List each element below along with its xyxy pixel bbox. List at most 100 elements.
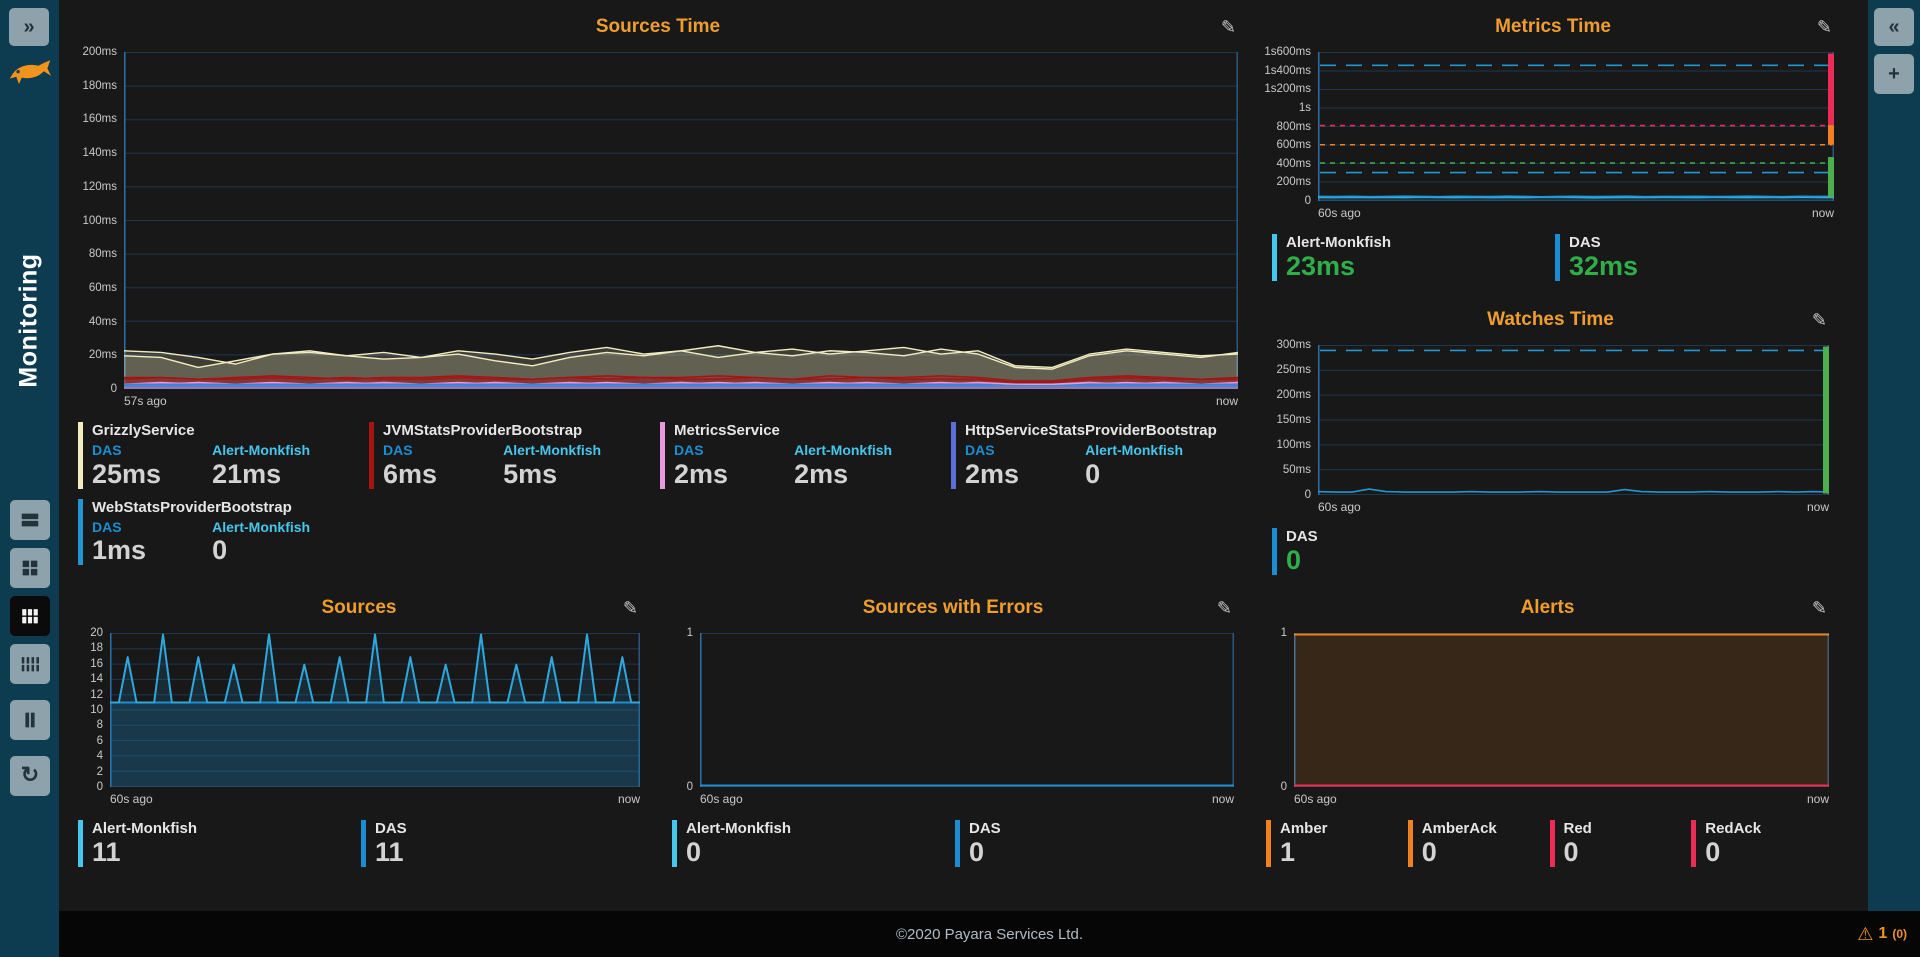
y-tick-label: 800ms [1276, 120, 1311, 133]
legend-item: Amber 1 [1266, 820, 1404, 868]
pause-button[interactable] [10, 700, 50, 740]
instance-value: 2ms [674, 458, 729, 489]
y-tick-label: 1s200ms [1264, 83, 1311, 96]
instance-value: 5ms [503, 458, 558, 489]
instance-value: 1ms [92, 535, 147, 566]
warning-icon: ⚠ [1857, 924, 1874, 944]
legend-item: RedAck 0 [1691, 820, 1829, 868]
panel-sources-time: Sources Time ✎ 200ms 180ms 160ms 140ms 120ms… [78, 12, 1238, 566]
legend-name: Red [1563, 820, 1592, 837]
plus-icon: + [1888, 63, 1900, 85]
instance-value: 6ms [383, 458, 438, 489]
legend-name: HttpServiceStatsProviderBootstrap [965, 422, 1217, 439]
edit-panel-button[interactable]: ✎ [1217, 594, 1232, 622]
y-tick-label: 0 [1280, 781, 1287, 793]
y-tick-label: 50ms [1282, 464, 1311, 476]
edit-panel-button[interactable]: ✎ [1221, 13, 1236, 41]
legend-entry: DAS 2ms [965, 442, 1085, 489]
monitoring-section-label: Monitoring [15, 252, 44, 388]
x-end-label: now [1211, 792, 1234, 806]
legend-name: Amber [1280, 820, 1328, 837]
legend-item: DAS 0 [955, 820, 1234, 868]
instance-value: 0 [1286, 545, 1302, 575]
instance-value: 0 [1421, 837, 1437, 867]
legend-item: JVMStatsProviderBootstrap DAS 6ms Alert-… [369, 422, 656, 489]
y-tick-label: 1s [1298, 101, 1311, 114]
chart-plot [1318, 52, 1834, 201]
sidebar-expand-button[interactable]: » [9, 8, 49, 46]
panel-sources: Sources ✎ 20 18 16 14 12 10 8 6 4 2 0 60s ago now … [78, 593, 640, 868]
pencil-icon: ✎ [622, 598, 638, 618]
instance-value: 23ms [1286, 251, 1356, 281]
legend-item: Alert-Monkfish 0 [672, 820, 951, 868]
y-tick-label: 40ms [88, 315, 117, 328]
copyright-text: ©2020 Payara Services Ltd. [896, 925, 1083, 943]
y-tick-label: 140ms [82, 147, 117, 160]
panel-title: Metrics Time [1495, 16, 1611, 37]
y-tick-label: 6 [96, 734, 103, 747]
alerts-indicator[interactable]: ⚠ 1 (0) [1857, 911, 1907, 957]
x-start-label: 60s ago [1294, 792, 1337, 806]
legend-item: Red 0 [1549, 820, 1688, 868]
layout-grid-3x2-button[interactable] [10, 596, 50, 636]
y-axis: 20 18 16 14 12 10 8 6 4 2 0 [78, 627, 110, 793]
instance-label: Alert-Monkfish [503, 442, 602, 458]
y-tick-label: 1s600ms [1264, 46, 1311, 58]
y-tick-label: 400ms [1276, 157, 1311, 170]
edit-panel-button[interactable]: ✎ [1812, 594, 1827, 622]
chart-legend: Amber 1 AmberAck 0 Red 0 RedAck 0 [1266, 820, 1829, 868]
x-end-label: now [1215, 394, 1238, 408]
instance-value: 2ms [794, 458, 849, 489]
y-tick-label: 0 [96, 781, 103, 793]
layout-rows-button[interactable] [10, 500, 50, 540]
legend-item: AmberAck 0 [1407, 820, 1546, 868]
y-tick-label: 1 [1280, 627, 1287, 639]
edit-panel-button[interactable]: ✎ [1817, 13, 1832, 41]
left-sidebar: » Monitoring ↻ [0, 0, 59, 957]
edit-panel-button[interactable]: ✎ [1812, 306, 1827, 334]
instance-label: Alert-Monkfish [1085, 442, 1184, 458]
sidebar-collapse-button[interactable]: « [1874, 8, 1914, 46]
instance-value: 0 [1705, 837, 1721, 867]
legend-item: Alert-Monkfish 11 [78, 820, 357, 868]
x-end-label: now [1811, 206, 1834, 220]
footer: ©2020 Payara Services Ltd. ⚠ 1 (0) [59, 911, 1920, 957]
y-tick-label: 200ms [1276, 176, 1311, 189]
x-start-label: 60s ago [700, 792, 743, 806]
legend-name: MetricsService [674, 422, 780, 439]
x-axis: 60s ago now [110, 792, 640, 806]
instance-value: 11 [92, 837, 121, 867]
y-tick-label: 180ms [82, 79, 117, 92]
x-start-label: 57s ago [124, 394, 167, 408]
y-tick-label: 20ms [88, 349, 117, 362]
instance-value: 11 [375, 837, 404, 867]
layout-grid-4x2-button[interactable] [10, 644, 50, 684]
edit-panel-button[interactable]: ✎ [623, 594, 638, 622]
y-tick-label: 20 [90, 627, 103, 639]
chart-legend: Alert-Monkfish 11 DAS 11 [78, 820, 640, 868]
y-tick-label: 0 [686, 781, 693, 793]
panel-title: Sources with Errors [862, 597, 1044, 618]
legend-entry: Alert-Monkfish 21ms [212, 442, 365, 489]
y-tick-label: 200ms [82, 46, 117, 58]
instance-label: DAS [674, 442, 704, 458]
instance-value: 0 [686, 837, 702, 867]
layout-grid-2x2-button[interactable] [10, 548, 50, 588]
legend-item: GrizzlyService DAS 25ms Alert-Monkfish 2… [78, 422, 365, 489]
legend-name: DAS [969, 820, 1001, 837]
payara-fish-logo [8, 54, 52, 94]
legend-entry: Alert-Monkfish 5ms [503, 442, 656, 489]
refresh-button[interactable]: ↻ [10, 756, 50, 796]
add-page-button[interactable]: + [1874, 54, 1914, 94]
legend-item: DAS 32ms [1555, 234, 1834, 282]
right-sidebar: « + [1868, 0, 1920, 911]
y-tick-label: 18 [90, 642, 103, 655]
refresh-icon: ↻ [20, 762, 40, 787]
legend-name: WebStatsProviderBootstrap [92, 498, 292, 516]
chart-plot [700, 633, 1234, 787]
legend-entry: Alert-Monkfish 2ms [794, 442, 947, 489]
y-tick-label: 1 [686, 627, 693, 639]
legend-name: AmberAck [1421, 820, 1497, 837]
instance-label: DAS [92, 518, 122, 535]
x-end-label: now [617, 792, 640, 806]
